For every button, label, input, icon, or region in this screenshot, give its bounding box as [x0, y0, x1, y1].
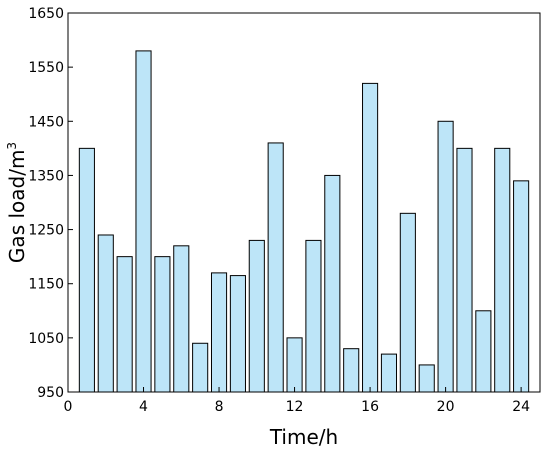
- bar-hour-22: [475, 310, 492, 393]
- y-axis-title: Gas load/m3: [5, 142, 29, 263]
- bar-hour-8: [210, 272, 228, 393]
- bar-hour-4: [135, 50, 152, 393]
- bar-hour-1: [78, 147, 95, 393]
- y-tick-label: 1650: [28, 6, 64, 22]
- y-tick-label: 1550: [28, 60, 64, 76]
- y-tick-label: 1050: [28, 331, 64, 347]
- bar-hour-14: [324, 174, 341, 393]
- bar-hour-19: [418, 364, 435, 393]
- bar-hour-6: [173, 245, 190, 393]
- bar-hour-11: [267, 142, 284, 393]
- bar-hour-5: [154, 256, 171, 393]
- y-tick-label: 950: [37, 385, 64, 401]
- bar-hour-15: [343, 348, 360, 393]
- x-tick-label: 12: [286, 399, 304, 415]
- bar-hour-20: [437, 120, 454, 393]
- x-tick-label: 4: [139, 399, 148, 415]
- plot-frame: [67, 12, 541, 393]
- bars-group: [78, 50, 530, 393]
- x-tick-label: 20: [437, 399, 455, 415]
- x-axis-title: Time/h: [269, 425, 338, 449]
- bar-hour-24: [513, 180, 530, 393]
- y-tick-label: 1350: [28, 168, 64, 184]
- bar-hour-21: [456, 147, 473, 393]
- bar-hour-7: [192, 342, 209, 393]
- bar-hour-3: [116, 256, 133, 393]
- bar-hour-18: [399, 212, 416, 393]
- bar-hour-23: [494, 147, 511, 393]
- x-tick-label: 0: [64, 399, 73, 415]
- bar-hour-12: [286, 337, 303, 393]
- bar-hour-2: [97, 234, 114, 393]
- x-tick-label: 16: [361, 399, 379, 415]
- x-tick-labels: 0 4 8 12 16 20 24: [64, 399, 531, 415]
- y-axis-title-main: Gas load/m: [5, 150, 29, 264]
- x-tick-label: 24: [512, 399, 530, 415]
- bar-hour-17: [380, 353, 398, 393]
- bar-hour-10: [248, 239, 265, 393]
- y-tick-labels: 950 1050 1150 1250 1350 1450 1550 1650: [28, 6, 64, 401]
- y-tick-label: 1450: [28, 114, 64, 130]
- x-tick-label: 8: [215, 399, 224, 415]
- ticks-group: [67, 12, 522, 393]
- bar-hour-13: [305, 239, 322, 393]
- bar-hour-9: [229, 275, 246, 393]
- y-axis-title-superscript: 3: [5, 142, 19, 150]
- bar-hour-16: [362, 82, 379, 393]
- y-tick-label: 1250: [28, 223, 64, 239]
- y-tick-label: 1150: [28, 277, 64, 293]
